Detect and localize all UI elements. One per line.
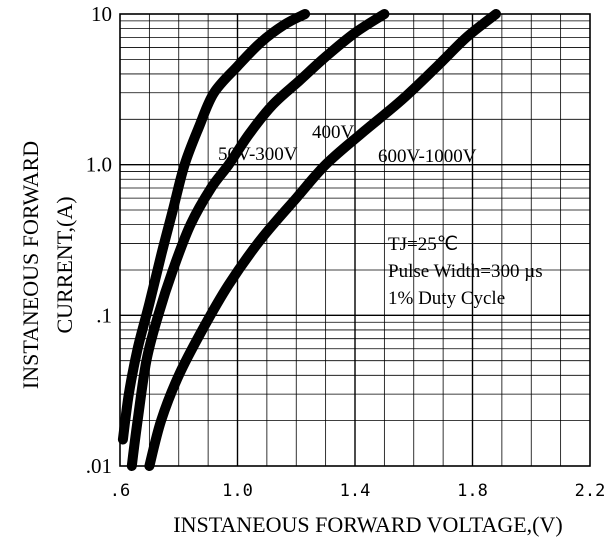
series-line-0 [117, 9, 311, 445]
x-axis-title: INSTANEOUS FORWARD VOLTAGE,(V) [173, 512, 562, 537]
series-label-600v-1000v: 600V-1000V [378, 146, 477, 167]
y-tick-label: 1.0 [86, 153, 112, 177]
y-tick-label: .01 [86, 454, 112, 478]
series-group [117, 9, 501, 471]
y-tick-label: 10 [91, 2, 112, 26]
x-tick-label: 1.8 [457, 481, 488, 501]
x-tick-labels: .6 1.0 1.4 1.8 2.2 [110, 481, 606, 501]
series-label-50v-300v: 50V-300V [218, 144, 298, 165]
series-label-400v: 400V [312, 122, 355, 143]
x-tick-label: 2.2 [575, 481, 606, 501]
x-tick-label: .6 [110, 481, 130, 501]
annotation-duty-cycle: 1% Duty Cycle [388, 288, 505, 309]
grid-lines [120, 14, 590, 466]
x-tick-label: 1.0 [222, 481, 253, 501]
y-tick-labels: .01 .1 1.0 10 [86, 2, 112, 478]
y-tick-label: .1 [96, 303, 112, 327]
annotation-junction-temp: TJ=25℃ [388, 234, 458, 255]
y-axis-title-line-1: INSTANEOUS FORWARD [18, 141, 43, 389]
series-line-2 [144, 9, 501, 471]
series-line-1 [126, 9, 390, 471]
annotation-pulse-width: Pulse Width=300 µs [388, 261, 543, 282]
plot-frame [119, 13, 591, 467]
x-tick-label: 1.4 [340, 481, 371, 501]
y-axis-title-line-2: CURRENT,(A) [52, 196, 77, 333]
